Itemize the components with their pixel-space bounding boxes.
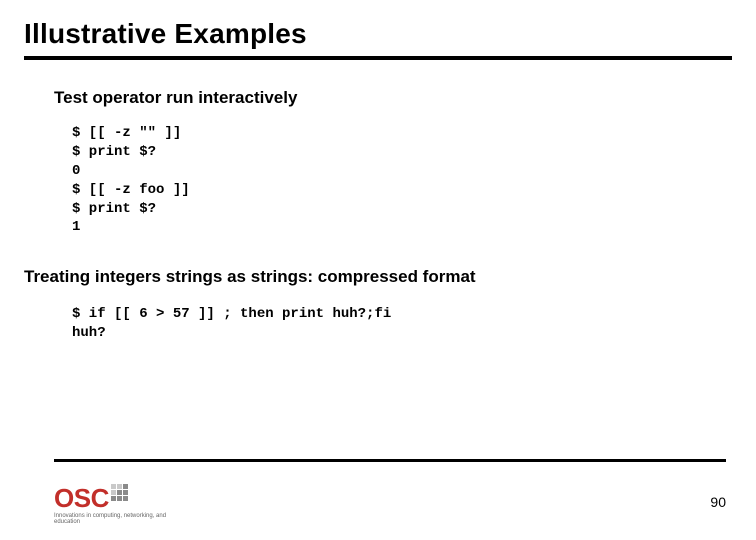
page-title: Illustrative Examples: [24, 18, 732, 60]
code-block-1: $ [[ -z "" ]] $ print $? 0 $ [[ -z foo ]…: [54, 124, 710, 237]
content-area: Test operator run interactively $ [[ -z …: [24, 60, 732, 343]
section-1-heading: Test operator run interactively: [54, 88, 710, 108]
logo-text: OSC: [54, 485, 109, 511]
section-2-heading: Treating integers strings as strings: co…: [24, 267, 710, 287]
code-block-2: $ if [[ 6 > 57 ]] ; then print huh?;fi h…: [54, 305, 710, 343]
page-number: 90: [710, 494, 726, 510]
logo-row: OSC: [54, 484, 128, 511]
logo-tagline: Innovations in computing, networking, an…: [54, 513, 174, 526]
footer-rule: [54, 459, 726, 462]
slide: Illustrative Examples Test operator run …: [0, 0, 756, 540]
logo-dots-icon: [111, 484, 128, 501]
footer-logo: OSC Innovations in computing, networking…: [54, 484, 174, 526]
